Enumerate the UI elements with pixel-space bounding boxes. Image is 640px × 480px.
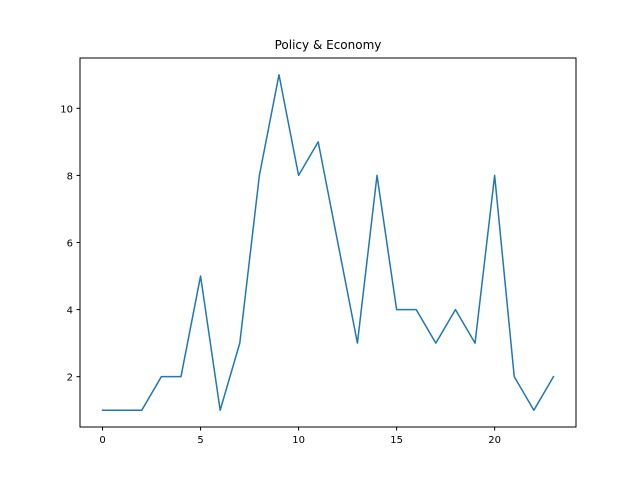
y-tick-label: 2 <box>67 373 73 384</box>
x-tick-label: 10 <box>292 435 305 446</box>
series-line <box>101 74 555 411</box>
axes-frame <box>79 57 577 428</box>
chart-title: Policy & Economy <box>275 38 382 52</box>
x-tick-label: 0 <box>99 435 105 446</box>
x-tick-label: 5 <box>197 435 203 446</box>
y-tick-label: 6 <box>67 239 73 250</box>
x-tick-label: 20 <box>488 435 501 446</box>
y-tick-label: 4 <box>67 306 73 317</box>
y-tick-label: 8 <box>67 171 73 182</box>
plot-area: 0 5 10 15 20 2 4 6 8 10 <box>60 74 555 446</box>
x-tick-label: 15 <box>390 435 403 446</box>
y-tick-label: 10 <box>60 104 73 115</box>
